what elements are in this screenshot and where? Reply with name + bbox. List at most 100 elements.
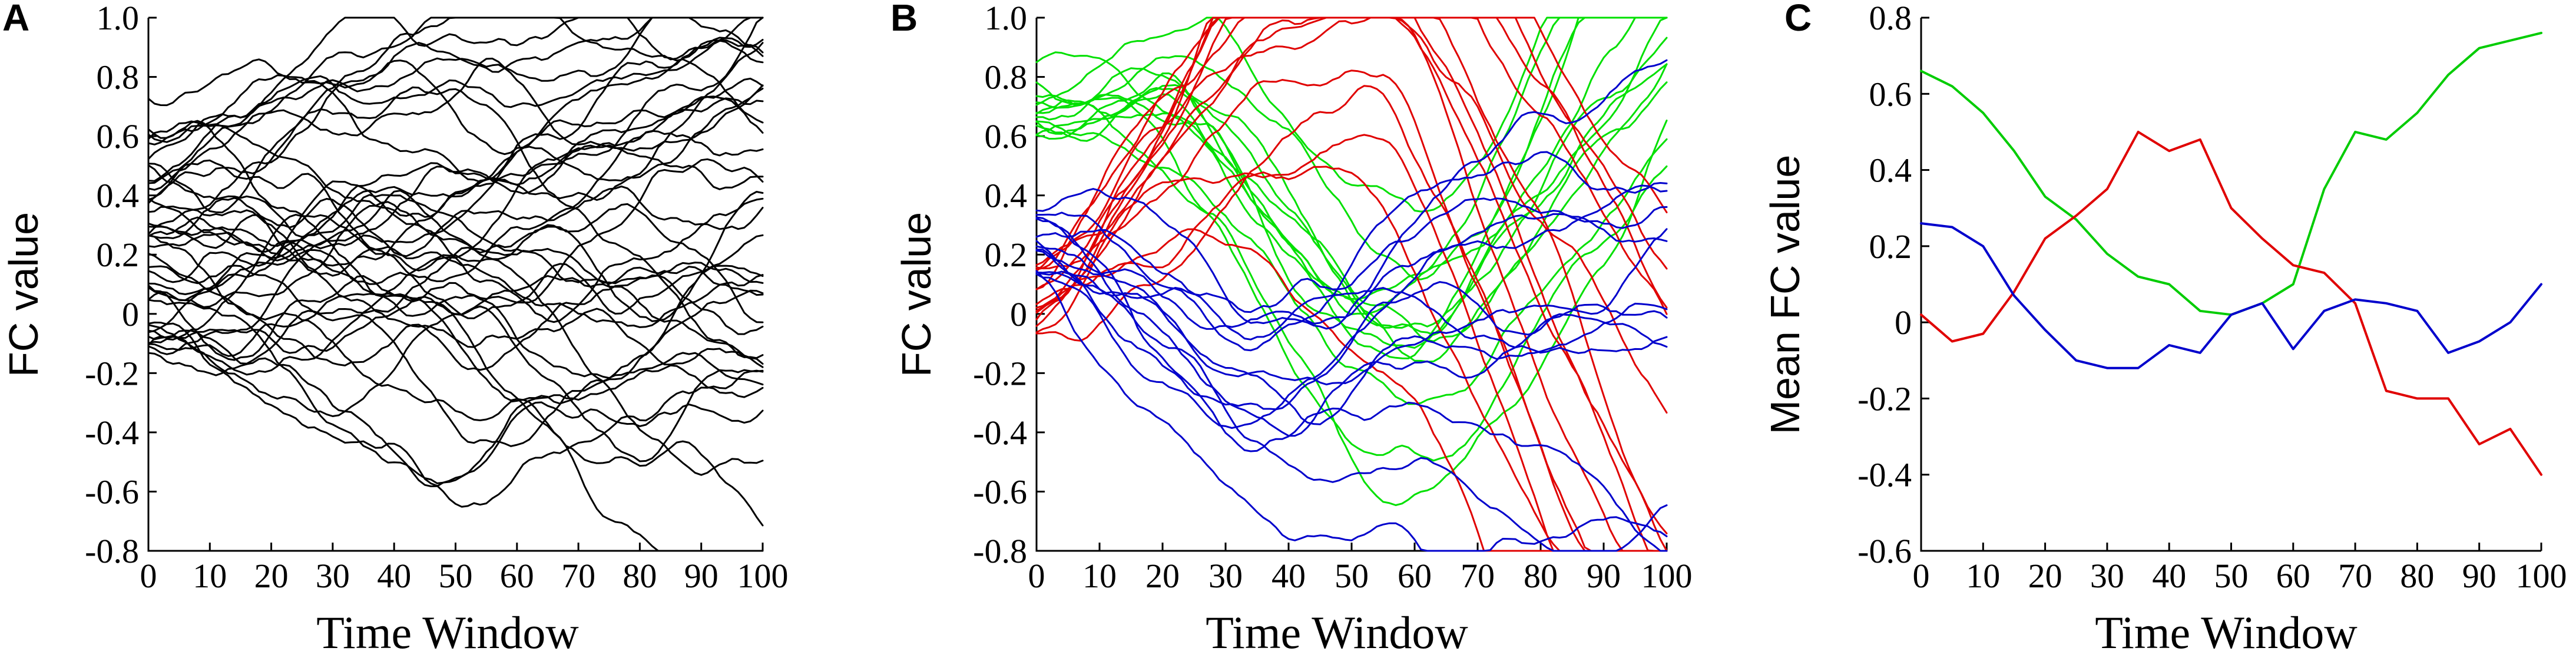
x-tick-label: 10 xyxy=(193,557,227,595)
trace-line xyxy=(147,42,764,262)
panel-a: A FC value Time Window 1.00.80.60.40.20-… xyxy=(1,0,789,658)
axis-lines xyxy=(147,18,763,552)
mean-series-line xyxy=(1920,222,2542,369)
y-tick-label: 0.2 xyxy=(1869,227,1912,266)
trace-line xyxy=(147,16,764,184)
trace-line xyxy=(147,39,764,160)
y-tick-label: 0 xyxy=(1895,303,1912,342)
mean-series-line xyxy=(1920,31,2542,316)
y-tick-label: 0.6 xyxy=(1869,75,1912,113)
y-tick-label: -0.2 xyxy=(85,354,139,392)
y-tick-label: -0.8 xyxy=(85,532,139,570)
y-tick-label: -0.8 xyxy=(973,532,1027,570)
x-tick-label: 80 xyxy=(2400,557,2434,595)
x-tick-label: 90 xyxy=(684,557,719,595)
panel-c-x-axis-label: Time Window xyxy=(2095,607,2357,658)
x-tick-label: 100 xyxy=(1641,557,1693,595)
x-tick-label: 50 xyxy=(439,557,473,595)
panel-a-y-axis-label: FC value xyxy=(1,212,47,377)
x-tick-label: 100 xyxy=(737,557,789,595)
y-tick-label: -0.4 xyxy=(973,414,1027,452)
trace-line xyxy=(1035,16,1668,349)
axis-lines xyxy=(1920,18,2541,552)
y-tick-label: -0.6 xyxy=(85,472,139,511)
trace-line xyxy=(1035,16,1668,315)
x-tick-label: 10 xyxy=(1966,557,2000,595)
trace-line xyxy=(147,16,764,302)
x-tick-label: 0 xyxy=(1913,557,1930,595)
y-tick-label: 0.2 xyxy=(97,236,140,274)
panel-a-letter: A xyxy=(2,0,29,39)
trace-line xyxy=(1035,70,1668,552)
x-tick-label: 40 xyxy=(377,557,411,595)
x-tick-label: 60 xyxy=(500,557,534,595)
mean-series-line xyxy=(1920,130,2542,476)
trace-line xyxy=(1035,166,1668,552)
trace-line xyxy=(147,254,764,476)
trace-line xyxy=(147,206,764,368)
x-tick-label: 70 xyxy=(1461,557,1495,595)
x-tick-label: 0 xyxy=(1028,557,1045,595)
panel-c: C Mean FC value Time Window 0.8 0.6 0.4 0.2… xyxy=(1762,0,2567,658)
trace-line xyxy=(1035,97,1668,462)
trace-line xyxy=(147,299,764,484)
trace-line xyxy=(1035,63,1668,342)
panel-a-x-axis-label: Time Window xyxy=(316,607,578,658)
panel-c-letter: C xyxy=(1784,0,1812,39)
trace-line xyxy=(147,234,764,371)
y-tick-label: 0.8 xyxy=(1869,0,1912,37)
trace-line xyxy=(1035,81,1668,363)
trace-line xyxy=(1035,216,1668,437)
trace-line xyxy=(1035,184,1668,429)
x-tick-label: 40 xyxy=(1272,557,1306,595)
trace-line xyxy=(147,252,764,552)
trace-line xyxy=(147,321,764,508)
x-tick-label: 100 xyxy=(2516,557,2567,595)
trace-line xyxy=(1035,151,1668,352)
trace-line xyxy=(1035,81,1668,506)
trace-line xyxy=(147,234,764,361)
y-tick-label: -0.6 xyxy=(1857,532,1912,570)
trace-line xyxy=(147,158,764,344)
y-tick-label: 0 xyxy=(1010,295,1027,333)
trace-line xyxy=(147,194,764,333)
trace-line xyxy=(1035,16,1668,300)
x-tick-label: 90 xyxy=(2462,557,2496,595)
x-tick-label: 40 xyxy=(2152,557,2186,595)
y-tick-label: -0.4 xyxy=(85,414,139,452)
trace-line xyxy=(147,16,764,143)
y-tick-label: 0 xyxy=(122,295,139,333)
x-tick-label: 90 xyxy=(1587,557,1621,595)
trace-line xyxy=(1035,228,1668,552)
y-tick-label: 0.6 xyxy=(985,117,1028,156)
panel-c-y-axis-label: Mean FC value xyxy=(1762,155,1808,435)
trace-line xyxy=(147,95,764,267)
trace-line xyxy=(147,185,764,257)
trace-line xyxy=(1035,16,1668,280)
y-tick-label: -0.6 xyxy=(973,472,1027,511)
y-tick-label: 0.4 xyxy=(97,177,140,215)
x-tick-label: 30 xyxy=(316,557,350,595)
x-tick-label: 60 xyxy=(1398,557,1432,595)
y-tick-label: 1.0 xyxy=(97,0,140,37)
trace-line xyxy=(1035,16,1668,534)
trace-line xyxy=(147,191,764,365)
panel-b-y-axis-label: FC value xyxy=(893,212,939,377)
trace-line xyxy=(1035,270,1668,411)
x-tick-label: 20 xyxy=(2028,557,2062,595)
trace-line xyxy=(147,144,764,238)
x-tick-label: 30 xyxy=(2090,557,2124,595)
panel-b: B FC value Time Window 1.00.80.60.40.20-… xyxy=(890,0,1693,658)
x-tick-label: 60 xyxy=(2276,557,2310,595)
trace-line xyxy=(1035,270,1668,552)
trace-line xyxy=(1035,271,1668,425)
trace-line xyxy=(1035,229,1668,354)
trace-line xyxy=(1035,120,1668,405)
trace-line xyxy=(147,58,764,183)
x-tick-label: 20 xyxy=(1145,557,1180,595)
trace-line xyxy=(1035,85,1668,552)
y-tick-label: 1.0 xyxy=(985,0,1028,37)
panel-b-letter: B xyxy=(890,0,918,39)
trace-line xyxy=(147,159,764,328)
trace-line xyxy=(1035,16,1668,315)
